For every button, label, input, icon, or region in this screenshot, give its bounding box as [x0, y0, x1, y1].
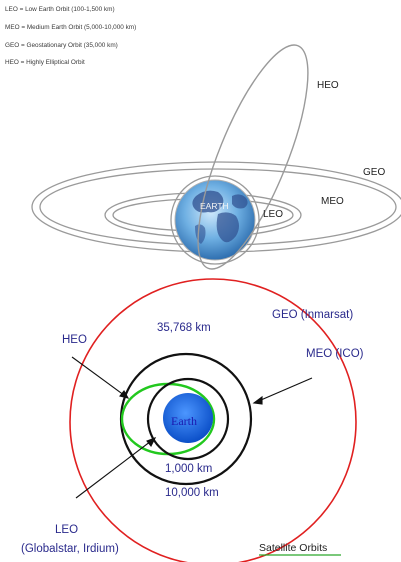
meo-distance-label: 10,000 km — [165, 487, 219, 499]
legend-leo: LEO = Low Earth Orbit (100-1,500 km) — [5, 6, 115, 13]
leo-arrow — [75, 437, 156, 499]
heo-arrowhead — [119, 390, 130, 399]
bottom-geo-orbit — [69, 278, 357, 562]
leo-satellites-label: (Globalstar, Irdium) — [21, 543, 119, 555]
legend-heo: HEO = Highly Elliptical Orbit — [5, 59, 85, 66]
top-earth-globe — [174, 179, 256, 261]
geo-distance-label: 35,768 km — [157, 322, 211, 334]
bottom-earth-label: Earth — [171, 414, 197, 428]
bottom-earth — [163, 393, 213, 443]
legend-meo: MEO = Medium Earth Orbit (5,000-10,000 k… — [5, 24, 136, 31]
top-leo-orbit — [170, 175, 260, 265]
meo-arrow — [253, 377, 313, 404]
legend-geo: GEO = Geostationary Orbit (35,000 km) — [5, 42, 118, 49]
leo-arrowhead — [146, 436, 157, 448]
legend: LEO = Low Earth Orbit (100-1,500 km) MEO… — [5, 6, 136, 66]
top-meo-label: MEO — [321, 196, 344, 207]
top-heo-label: HEO — [317, 80, 339, 91]
leo-distance-label: 1,000 km — [165, 463, 212, 475]
bottom-leo-orbit — [146, 377, 230, 461]
top-geo-label: GEO — [363, 167, 385, 178]
top-orbit-diagram: EARTH HEO GEO MEO LEO — [31, 44, 401, 270]
leo-label: LEO — [55, 524, 78, 536]
top-heo-orbit — [197, 44, 309, 270]
geo-inmarsat-label: GEO (Inmarsat) — [272, 309, 353, 321]
satellite-orbits-title: Satellite Orbits — [259, 542, 327, 554]
pointer-arrows — [71, 356, 313, 499]
meo-arrowhead — [252, 395, 263, 405]
heo-label: HEO — [62, 334, 87, 346]
heo-arrow — [71, 356, 129, 399]
top-leo-label: LEO — [263, 209, 283, 220]
bottom-orbit-diagram: Earth GEO (Inmarsat) 35,768 km MEO (ICO)… — [21, 278, 364, 562]
top-earth-label: EARTH — [200, 201, 229, 211]
meo-ico-label: MEO (ICO) — [306, 348, 364, 360]
